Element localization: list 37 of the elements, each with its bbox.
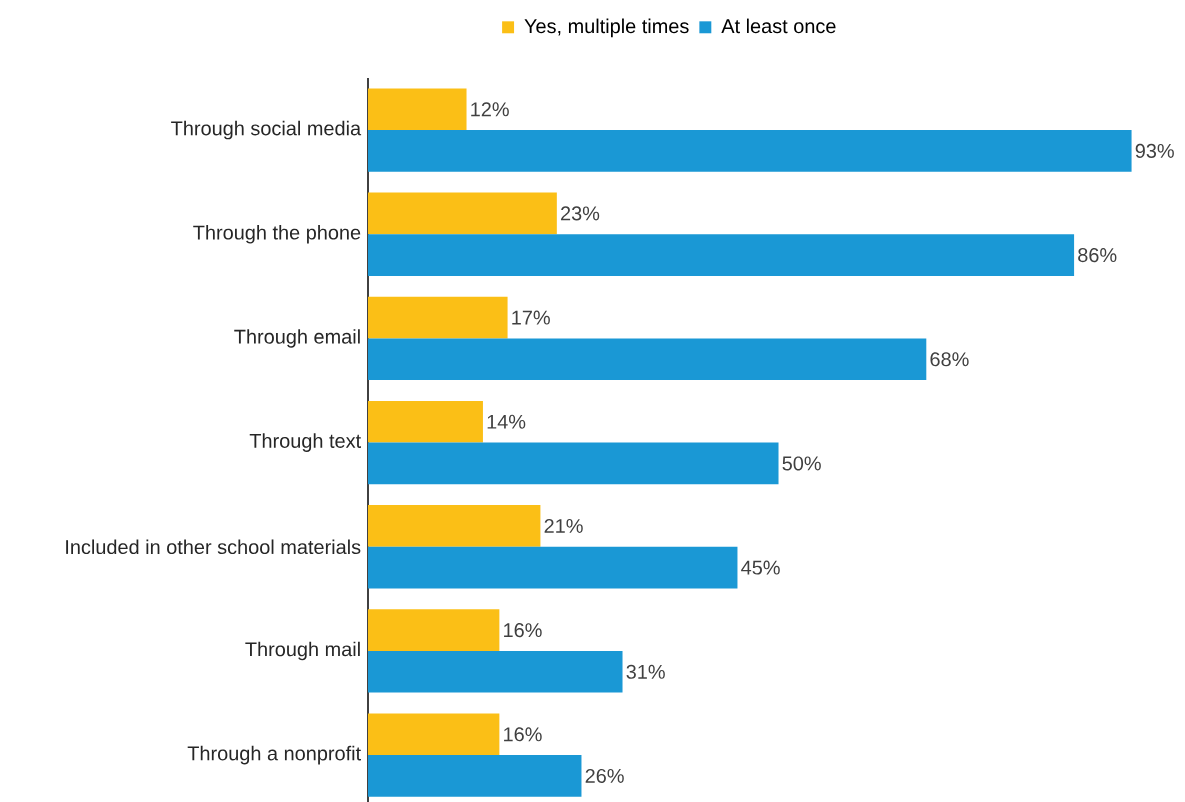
data-label: 23%	[561, 206, 600, 221]
bar	[368, 338, 927, 381]
data-label: 14%	[487, 414, 526, 429]
data-label: 93%	[1135, 143, 1174, 158]
y-tick-label: Through text	[249, 433, 361, 452]
y-tick-label: Through mail	[245, 641, 360, 661]
data-label: 12%	[471, 102, 509, 117]
bar	[368, 650, 623, 693]
data-label: 21%	[544, 518, 583, 533]
bar	[368, 88, 467, 131]
bar	[368, 130, 1132, 172]
y-tick-label: Included in other school materials	[66, 539, 361, 555]
y-tick-label: Through email	[234, 329, 360, 348]
data-label: 50%	[782, 456, 821, 471]
data-label: 16%	[504, 727, 542, 742]
legend-label: At least once	[721, 18, 836, 34]
data-label: 68%	[930, 352, 969, 367]
data-label: 31%	[626, 664, 665, 679]
y-tick-label: Through the phone	[193, 224, 361, 244]
bar	[368, 400, 483, 443]
bar	[368, 296, 508, 339]
bar	[368, 546, 738, 589]
data-label: 86%	[1078, 248, 1117, 263]
bar	[368, 192, 557, 235]
bar	[368, 755, 582, 797]
bar	[368, 713, 500, 756]
bar	[368, 234, 1075, 276]
bar	[368, 442, 779, 485]
y-tick-label: Through a nonprofit	[187, 745, 361, 765]
legend-label: Yes, multiple times	[524, 18, 689, 38]
data-label: 16%	[504, 623, 542, 638]
bar	[368, 609, 500, 651]
data-label: 17%	[512, 310, 550, 325]
data-label: 45%	[741, 560, 780, 575]
data-label: 26%	[585, 768, 624, 783]
y-tick-label: Through social media	[171, 120, 362, 140]
bar	[368, 505, 541, 547]
